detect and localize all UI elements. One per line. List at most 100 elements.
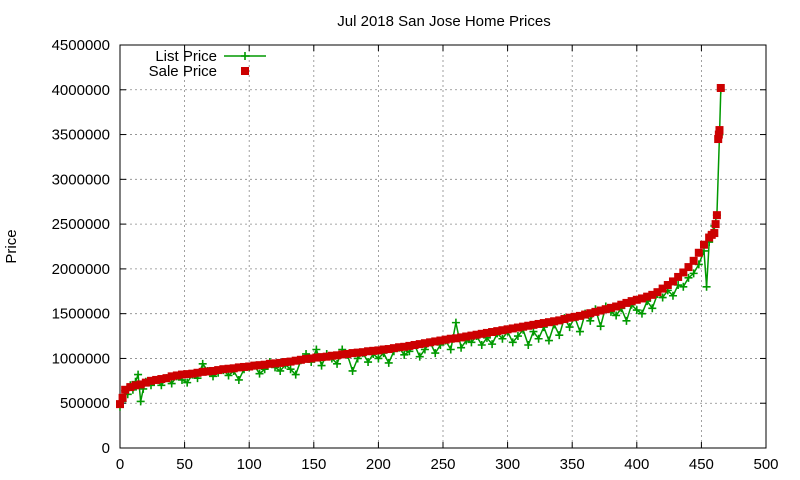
sale-price-point <box>152 375 161 384</box>
list-price-point <box>596 322 605 331</box>
sale-price-point <box>622 298 631 307</box>
sale-price-point <box>637 294 646 303</box>
sale-price-point <box>229 364 238 373</box>
sale-price-point <box>565 313 574 322</box>
sale-price-point <box>240 362 249 371</box>
y-tick-label: 0 <box>102 440 110 457</box>
sale-price-point <box>591 307 600 316</box>
sale-price-point <box>302 354 311 363</box>
list-price-point <box>679 282 688 291</box>
sale-price-point <box>276 358 285 367</box>
sale-price-point <box>333 351 342 360</box>
sale-price-point <box>188 369 197 378</box>
list-price-point <box>364 358 373 367</box>
sale-price-point <box>405 341 414 350</box>
sale-price-point <box>364 347 373 356</box>
list-price-point <box>555 331 564 340</box>
legend-list-price-marker <box>241 52 249 60</box>
sale-price-point <box>245 362 254 371</box>
sale-price-point <box>668 277 677 286</box>
list-price-point <box>684 273 693 282</box>
sale-price-point <box>586 309 595 318</box>
sale-price-point <box>348 349 357 358</box>
sale-price-point <box>162 374 171 383</box>
sale-price-point <box>482 328 491 337</box>
sale-price-point <box>219 365 228 374</box>
legend-sale-price-marker <box>241 67 249 75</box>
list-price-point <box>134 370 143 379</box>
sale-price-point <box>457 333 466 342</box>
list-price-point <box>702 282 711 291</box>
list-price-point <box>224 371 233 380</box>
list-price-point <box>612 311 621 320</box>
list-price-point <box>317 361 326 370</box>
sale-price-point <box>710 229 719 238</box>
list-price-point <box>622 316 631 325</box>
sale-price-point <box>172 371 181 380</box>
list-price-point <box>524 341 533 350</box>
sale-price-point <box>250 361 259 370</box>
list-price-point <box>198 359 207 368</box>
list-price-point <box>467 338 476 347</box>
sale-price-point <box>353 348 362 357</box>
x-tick-label: 0 <box>116 456 124 473</box>
list-price-point <box>374 354 383 363</box>
sale-price-point <box>446 334 455 343</box>
legend-list-price-label: List Price <box>155 48 217 65</box>
list-price-point <box>575 327 584 336</box>
list-price-point <box>183 378 192 387</box>
sale-price-point <box>327 351 336 360</box>
sale-price-point <box>467 331 476 340</box>
x-tick-label: 150 <box>301 456 326 473</box>
list-price-point <box>529 327 538 336</box>
sale-price-point <box>658 284 667 293</box>
x-tick-label: 50 <box>176 456 193 473</box>
sale-price-point <box>131 381 140 390</box>
sale-price-point <box>529 320 538 329</box>
y-tick-label: 2000000 <box>52 261 110 278</box>
sale-price-point <box>255 361 264 370</box>
sale-price-point <box>136 380 145 389</box>
list-price-point <box>477 341 486 350</box>
sale-price-point <box>477 329 486 338</box>
sale-price-point <box>684 263 693 272</box>
sale-price-point <box>369 346 378 355</box>
sale-price-point <box>539 319 548 328</box>
sale-price-point <box>157 375 166 384</box>
sale-price-point <box>534 319 543 328</box>
sale-price-point <box>472 330 481 339</box>
sale-price-point <box>395 343 404 352</box>
sale-price-point <box>694 248 703 257</box>
series-sale-price <box>116 83 725 409</box>
sale-price-point <box>126 383 135 392</box>
sale-price-point <box>384 345 393 354</box>
y-tick-label: 2500000 <box>52 216 110 233</box>
sale-price-point <box>451 334 460 343</box>
sale-price-point <box>224 364 233 373</box>
sale-price-point <box>524 321 533 330</box>
list-price-point <box>565 323 574 332</box>
axes: 0 50 100 150 200 250 300 350 400 450 500 0 500000 100… <box>52 37 779 473</box>
sale-price-point <box>555 316 564 325</box>
sale-price-point <box>648 290 657 299</box>
list-price-point <box>348 366 357 375</box>
sale-price-point <box>203 367 212 376</box>
list-price-point <box>167 379 176 388</box>
sale-price-point <box>601 305 610 314</box>
x-tick-label: 250 <box>430 456 455 473</box>
sale-price-point <box>617 300 626 309</box>
sale-price-point <box>513 323 522 332</box>
sale-price-point <box>627 297 636 306</box>
sale-price-point <box>379 345 388 354</box>
sale-price-point <box>715 126 724 135</box>
list-price-point <box>276 366 285 375</box>
list-price-point <box>136 397 145 406</box>
sale-price-point <box>317 353 326 362</box>
sale-price-point <box>714 130 723 139</box>
x-tick-label: 350 <box>560 456 585 473</box>
sale-price-point <box>338 350 347 359</box>
sale-price-point <box>234 363 243 372</box>
sale-price-point <box>260 360 269 369</box>
sale-price-point <box>544 318 553 327</box>
y-tick-label: 3500000 <box>52 127 110 144</box>
